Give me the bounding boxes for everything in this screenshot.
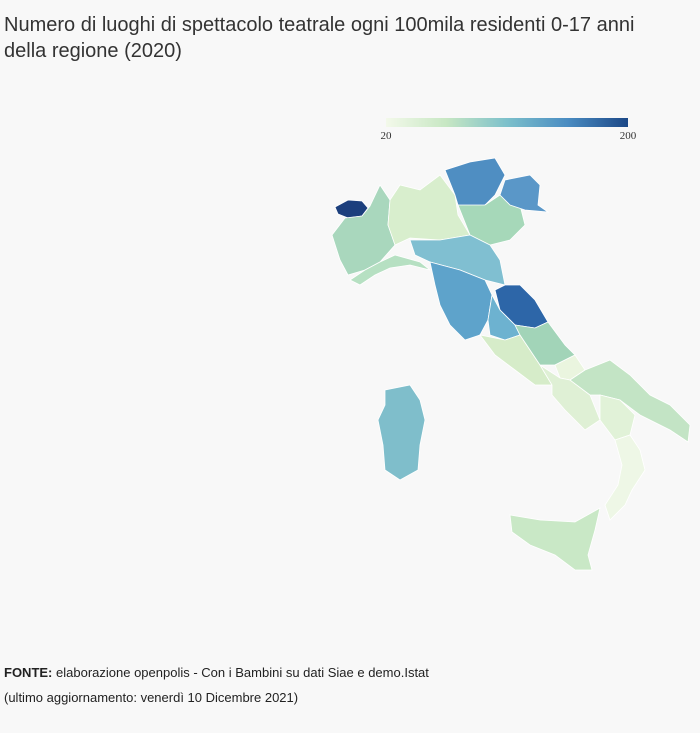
region — [569, 359, 691, 443]
source-label: FONTE: — [4, 665, 53, 680]
map-title: Numero di luoghi di spettacolo teatrale … — [4, 14, 635, 62]
region — [539, 364, 601, 431]
region — [444, 157, 506, 211]
source-line: FONTE: elaborazione openpolis - Con i Ba… — [4, 660, 429, 685]
region — [509, 507, 601, 571]
regions — [331, 157, 691, 571]
legend-color-bar — [386, 118, 628, 127]
legend-tick-label: 200 — [620, 130, 637, 142]
legend: 20 200 — [381, 118, 637, 142]
region — [387, 174, 471, 246]
source-text: elaborazione openpolis - Con i Bambini s… — [56, 665, 429, 680]
region — [349, 254, 431, 286]
updated: (ultimo aggiornamento: venerdì 10 Dicemb… — [4, 690, 299, 705]
region — [604, 434, 646, 521]
region — [377, 384, 426, 481]
legend-tick-label: 20 — [381, 130, 393, 142]
source: FONTE: elaborazione openpolis - Con i Ba… — [4, 660, 429, 710]
region — [499, 174, 550, 213]
map: 20 200 — [331, 118, 691, 571]
